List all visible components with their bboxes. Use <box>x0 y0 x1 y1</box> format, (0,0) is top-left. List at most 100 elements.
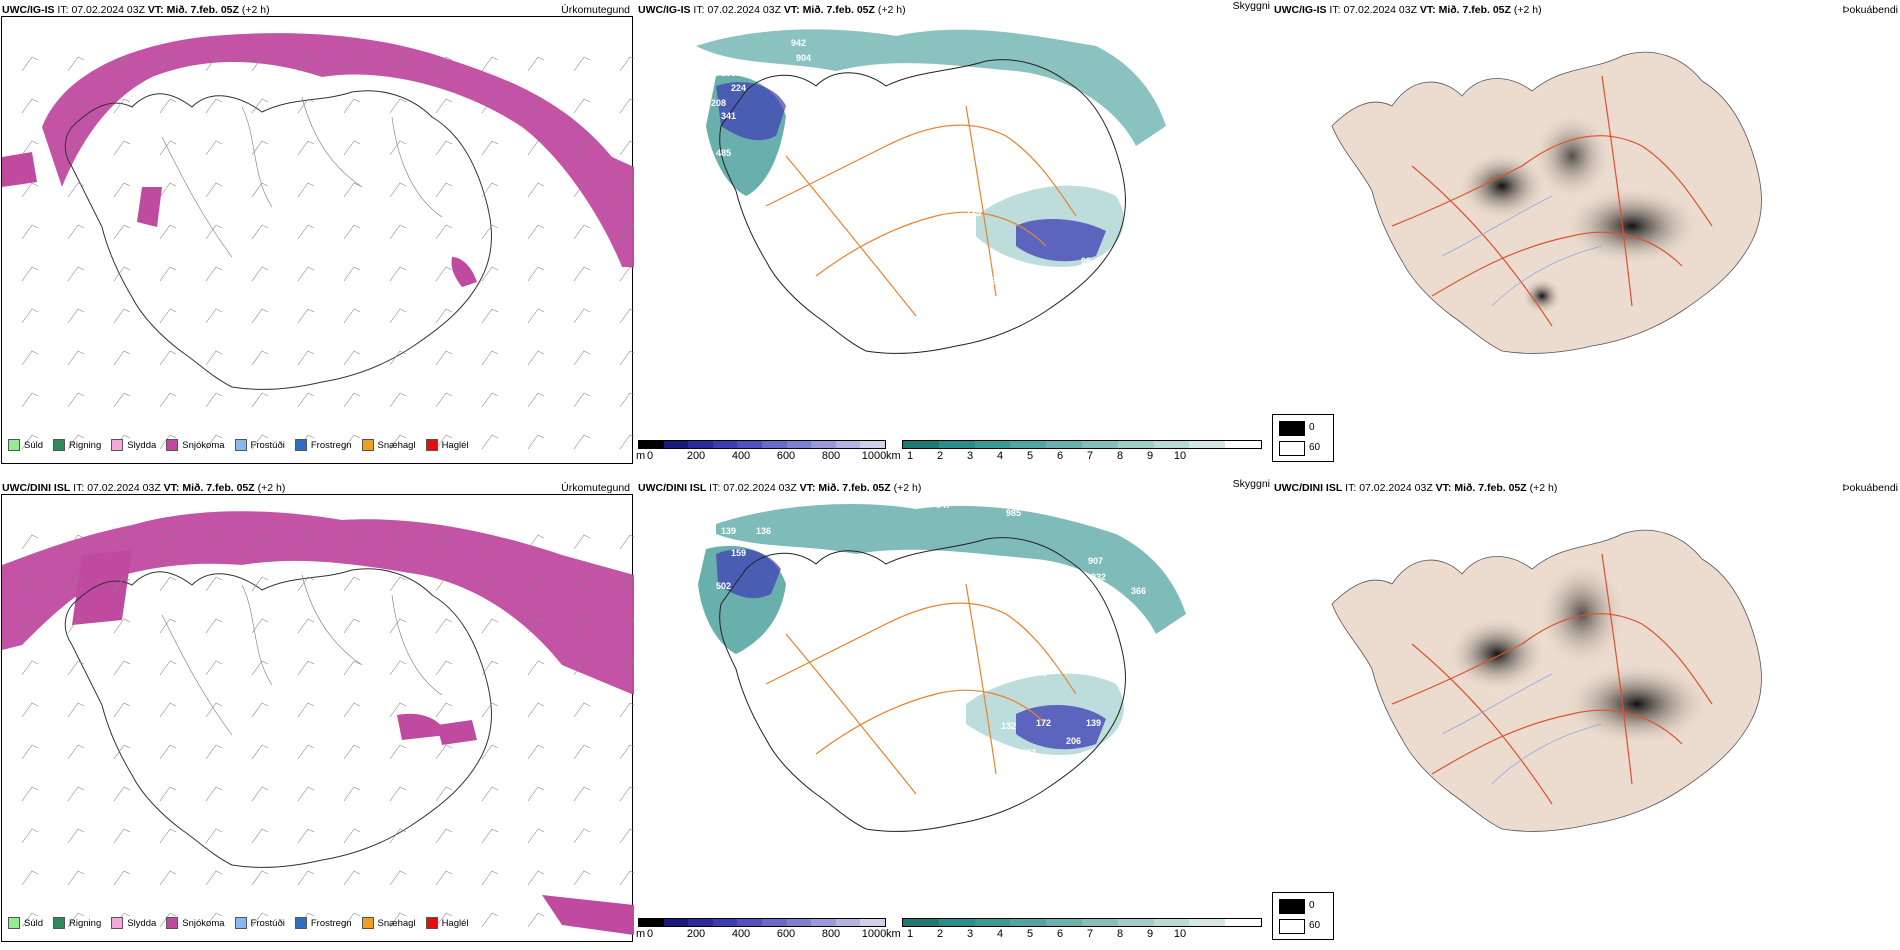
wind-barb <box>481 56 499 72</box>
wind-barb <box>619 534 634 550</box>
wind-barb <box>205 98 223 114</box>
value-label: 909 <box>821 18 836 28</box>
wind-barb <box>343 308 361 324</box>
wind-barb <box>343 434 361 450</box>
wind-barb <box>113 56 131 72</box>
value-label: 98 <box>891 180 901 190</box>
init-time: 07.02.2024 03Z <box>1343 4 1417 16</box>
fog-area <box>1447 616 1547 692</box>
wind-barb <box>389 98 407 114</box>
wind-barb <box>481 912 499 928</box>
snow-area-east <box>451 257 477 287</box>
valid-time: Mið. 7.feb. 05Z <box>1454 482 1527 494</box>
wind-barbs <box>21 534 634 928</box>
wind-barb <box>159 266 177 282</box>
wind-barb <box>67 98 85 114</box>
legend-swatch <box>1279 919 1305 934</box>
low-cloud-area-south <box>1016 704 1106 750</box>
wind-barb <box>573 786 591 802</box>
legend-label: Snjókoma <box>182 917 225 929</box>
value-label: 149 <box>1032 668 1047 678</box>
wind-barb <box>389 182 407 198</box>
wind-barb <box>159 576 177 592</box>
wind-barb <box>21 182 39 198</box>
wind-barb <box>573 224 591 240</box>
wind-barb <box>21 618 39 634</box>
value-label: 135 <box>966 208 981 218</box>
wind-barb <box>251 870 269 886</box>
wind-barb <box>205 224 223 240</box>
roads <box>765 105 1077 317</box>
legend-swatch <box>53 917 66 929</box>
legend-label: 60 <box>1309 442 1321 453</box>
wind-barb <box>619 182 634 198</box>
legend-label: Súld <box>24 439 44 451</box>
init-time: 07.02.2024 03Z <box>723 482 797 494</box>
value-label: 132 <box>1001 721 1016 731</box>
lead-time: (+2 h) <box>257 482 286 494</box>
wind-barb <box>159 224 177 240</box>
wind-barb <box>251 308 269 324</box>
wind-barb <box>389 56 407 72</box>
legend-swatch <box>1279 421 1305 436</box>
value-label: 159 <box>731 548 746 558</box>
wind-barb <box>113 786 131 802</box>
map-frame: Súld Rigning Slydda Snjókoma Frostúði Fr… <box>1 494 634 942</box>
value-label: 172 <box>1036 718 1051 728</box>
value-label: 206 <box>1066 736 1081 746</box>
wind-barb <box>573 702 591 718</box>
wind-barb <box>159 828 177 844</box>
wind-barb <box>527 702 545 718</box>
it-label: IT: <box>1345 482 1357 494</box>
wind-barb <box>481 870 499 886</box>
wind-barb <box>619 660 634 676</box>
tick-label: 9 <box>1146 928 1154 940</box>
model-name: UWC/DINI ISL <box>2 482 71 494</box>
init-time: 07.02.2024 03Z <box>87 482 161 494</box>
wind-barb <box>297 266 315 282</box>
init-time: 07.02.2024 03Z <box>1359 482 1433 494</box>
tick-label: 3 <box>966 928 974 940</box>
wind-barb <box>67 308 85 324</box>
wind-barb <box>481 576 499 592</box>
vt-label: VT: <box>1419 4 1436 16</box>
wind-barb <box>389 434 407 450</box>
wind-barb <box>251 182 269 198</box>
precip-type-panel: UWC/DINI ISL IT: 07.02.2024 03Z VT: Mið.… <box>0 478 636 950</box>
wind-barb <box>205 308 223 324</box>
wind-barb <box>573 870 591 886</box>
value-label: 214 <box>906 243 921 253</box>
wind-barb <box>481 618 499 634</box>
wind-barb <box>67 744 85 760</box>
valid-time: Mið. 7.feb. 05Z <box>1438 4 1511 16</box>
legend-swatch <box>166 917 179 929</box>
wind-barb <box>343 702 361 718</box>
legend-swatch <box>234 917 247 929</box>
wind-barb <box>159 56 177 72</box>
valid-time: Mið. 7.feb. 05Z <box>818 482 891 494</box>
wind-barb <box>205 618 223 634</box>
wind-barb <box>67 224 85 240</box>
wind-barb <box>113 224 131 240</box>
wind-barb <box>297 618 315 634</box>
wind-barb <box>21 828 39 844</box>
wind-barb <box>619 224 634 240</box>
wind-barb <box>527 56 545 72</box>
legend-item-snaehagl: Snæhagl <box>361 917 416 929</box>
legend-swatch <box>53 439 66 451</box>
value-label: 912 <box>1056 504 1071 514</box>
tick-label: 0 <box>646 928 654 940</box>
snow-area <box>42 33 634 267</box>
wind-barb <box>205 182 223 198</box>
value-label: 158 <box>976 258 991 268</box>
valid-time: Mið. 7.feb. 05Z <box>802 4 875 16</box>
visibility-map: 985 847 985 912 139 136 159 502 907 232 … <box>698 498 1233 832</box>
wind-barb <box>251 56 269 72</box>
wind-barb <box>619 98 634 114</box>
fog-panel: UWC/DINI ISL IT: 07.02.2024 03Z VT: Mið.… <box>1272 478 1900 950</box>
wind-barb <box>481 828 499 844</box>
wind-barb <box>527 870 545 886</box>
wind-barb <box>343 576 361 592</box>
legend-swatch <box>8 917 20 929</box>
tick-label: 10 <box>1173 450 1187 462</box>
